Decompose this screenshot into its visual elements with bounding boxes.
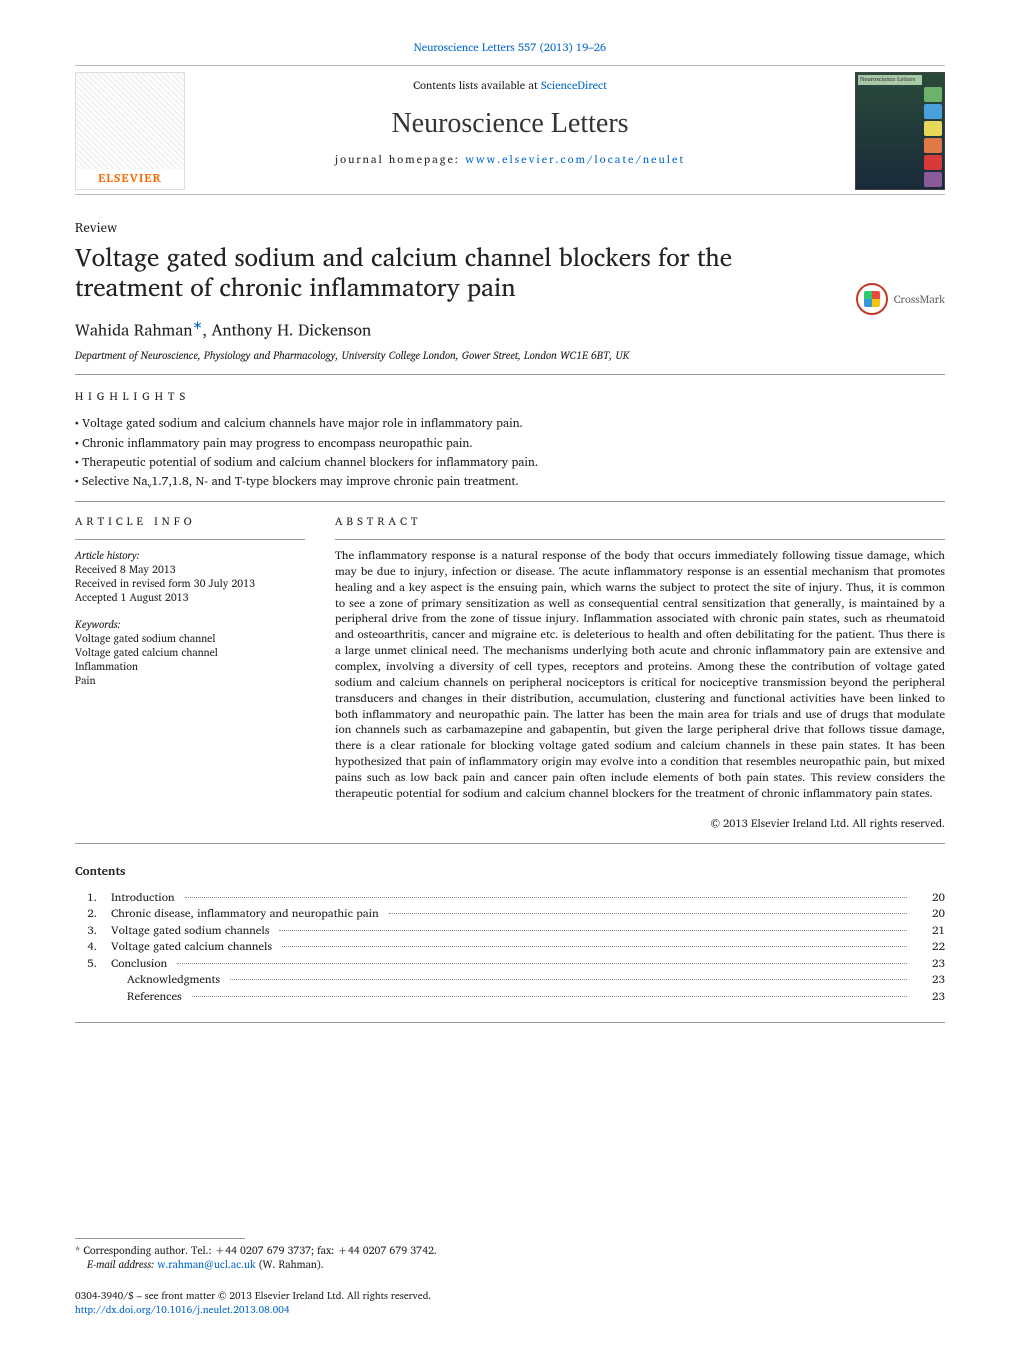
highlight-item: Selective Naᵥ1.7,1.8, N- and T-type bloc…: [75, 472, 945, 491]
cover-title-bar: Neuroscience Letters: [858, 75, 922, 85]
toc-title: Introduction: [111, 890, 175, 906]
article-info-heading: ARTICLE INFO: [75, 514, 305, 529]
keyword: Inflammation: [75, 659, 305, 673]
journal-header: ELSEVIER Neuroscience Letters Contents l…: [75, 65, 945, 195]
toc-row-sub: References 23: [75, 989, 945, 1005]
crossmark-badge[interactable]: CrossMark: [856, 283, 945, 315]
divider: [75, 1022, 945, 1023]
toc-title: Conclusion: [111, 956, 167, 972]
toc-title: Voltage gated sodium channels: [111, 923, 269, 939]
cover-color-strip: [924, 87, 942, 187]
toc-dots: [230, 979, 907, 980]
divider: [335, 539, 945, 540]
running-header: Neuroscience Letters 557 (2013) 19–26: [75, 40, 945, 55]
highlight-item: Chronic inflammatory pain may progress t…: [75, 434, 945, 453]
toc-number: 1.: [75, 890, 97, 906]
email-label: E-mail address:: [87, 1255, 157, 1273]
toc-page: 21: [917, 923, 945, 939]
corresponding-author-note: * Corresponding author. Tel.: +44 0207 6…: [75, 1243, 945, 1272]
journal-homepage-link[interactable]: www.elsevier.com/locate/neulet: [465, 150, 685, 168]
accepted-date: Accepted 1 August 2013: [75, 590, 305, 604]
doi-link[interactable]: http://dx.doi.org/10.1016/j.neulet.2013.…: [75, 1302, 289, 1318]
toc-dots: [279, 930, 907, 931]
toc-dots: [192, 996, 907, 997]
toc-heading: Contents: [75, 864, 945, 880]
journal-name: Neuroscience Letters: [75, 105, 945, 143]
toc-title: Voltage gated calcium channels: [111, 939, 272, 955]
toc-page: 23: [917, 972, 945, 988]
corresponding-star: ∗: [192, 316, 202, 335]
toc-title: Acknowledgments: [127, 972, 220, 988]
elsevier-logo: ELSEVIER: [75, 72, 185, 190]
article-info-column: ARTICLE INFO Article history: Received 8…: [75, 514, 305, 830]
toc-page: 22: [917, 939, 945, 955]
journal-homepage-line: journal homepage: www.elsevier.com/locat…: [75, 152, 945, 167]
sciencedirect-link[interactable]: ScienceDirect: [541, 76, 607, 94]
author-email-link[interactable]: w.rahman@ucl.ac.uk: [157, 1255, 255, 1273]
highlights-list: Voltage gated sodium and calcium channel…: [75, 414, 945, 491]
toc-title: References: [127, 989, 182, 1005]
affiliation: Department of Neuroscience, Physiology a…: [75, 348, 945, 362]
toc-row: 2. Chronic disease, inflammatory and neu…: [75, 906, 945, 922]
toc-page: 23: [917, 989, 945, 1005]
toc-page: 20: [917, 890, 945, 906]
footnote-rule: [75, 1238, 245, 1239]
doi-line: http://dx.doi.org/10.1016/j.neulet.2013.…: [75, 1304, 945, 1318]
toc-page: 23: [917, 956, 945, 972]
keyword: Pain: [75, 673, 305, 687]
highlight-item: Therapeutic potential of sodium and calc…: [75, 453, 945, 472]
toc-row: 1. Introduction 20: [75, 890, 945, 906]
highlights-heading: HIGHLIGHTS: [75, 389, 945, 404]
toc-dots: [177, 963, 907, 964]
toc-row: 3. Voltage gated sodium channels 21: [75, 923, 945, 939]
toc-number: 2.: [75, 906, 97, 922]
toc-number: 3.: [75, 923, 97, 939]
author-1: Wahida Rahman: [75, 318, 192, 344]
crossmark-icon: [856, 283, 888, 315]
article-type: Review: [75, 219, 945, 237]
toc-row-sub: Acknowledgments 23: [75, 972, 945, 988]
divider: [75, 539, 305, 540]
toc-dots: [389, 913, 907, 914]
toc-number: 4.: [75, 939, 97, 955]
divider: [75, 501, 945, 502]
running-header-link[interactable]: Neuroscience Letters 557 (2013) 19–26: [414, 38, 606, 56]
abstract-column: ABSTRACT The inflammatory response is a …: [335, 514, 945, 830]
highlight-item: Voltage gated sodium and calcium channel…: [75, 414, 945, 433]
journal-cover-thumb: Neuroscience Letters: [855, 72, 945, 190]
toc-dots: [282, 946, 907, 947]
abstract-heading: ABSTRACT: [335, 514, 945, 529]
toc-row: 4. Voltage gated calcium channels 22: [75, 939, 945, 955]
divider: [75, 843, 945, 844]
toc-number: 5.: [75, 956, 97, 972]
abstract-copyright: © 2013 Elsevier Ireland Ltd. All rights …: [335, 816, 945, 831]
table-of-contents: 1. Introduction 20 2. Chronic disease, i…: [75, 890, 945, 1005]
crossmark-label: CrossMark: [894, 292, 945, 307]
toc-title: Chronic disease, inflammatory and neurop…: [111, 906, 379, 922]
contents-available-line: Contents lists available at ScienceDirec…: [75, 78, 945, 93]
author-2: , Anthony H. Dickenson: [203, 318, 372, 344]
toc-row: 5. Conclusion 23: [75, 956, 945, 972]
divider: [75, 374, 945, 375]
abstract-text: The inflammatory response is a natural r…: [335, 548, 945, 802]
toc-dots: [185, 897, 907, 898]
article-title: Voltage gated sodium and calcium channel…: [75, 242, 805, 302]
author-list: Wahida Rahman∗, Anthony H. Dickenson: [75, 318, 945, 342]
page-footer: * Corresponding author. Tel.: +44 0207 6…: [75, 1228, 945, 1317]
toc-page: 20: [917, 906, 945, 922]
publisher-name: ELSEVIER: [76, 169, 184, 189]
